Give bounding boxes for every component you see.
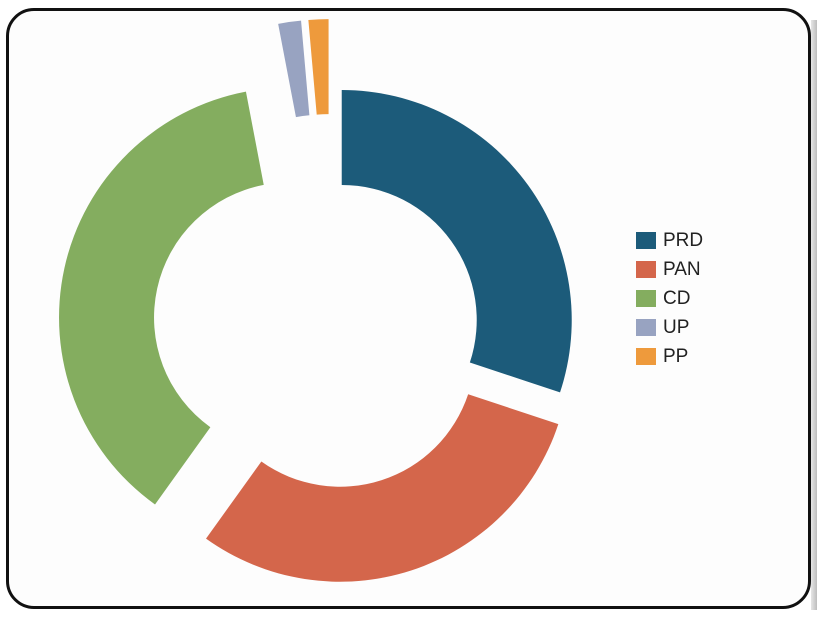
legend-label-pp: PP bbox=[663, 346, 688, 368]
legend-item-pp: PP bbox=[636, 342, 703, 371]
donut-slice-pp bbox=[308, 19, 328, 115]
legend-item-cd: CD bbox=[636, 284, 703, 313]
legend-swatch-cd bbox=[636, 290, 656, 307]
legend-label-up: UP bbox=[663, 317, 689, 339]
legend-swatch-pp bbox=[636, 348, 656, 365]
legend-swatch-prd bbox=[636, 232, 656, 249]
donut-slice-pan bbox=[206, 394, 558, 581]
legend-item-prd: PRD bbox=[636, 226, 703, 255]
legend-label-cd: CD bbox=[663, 288, 690, 310]
legend-item-pan: PAN bbox=[636, 255, 703, 284]
donut-slice-up bbox=[278, 21, 309, 118]
donut-slice-prd bbox=[342, 90, 572, 392]
legend-item-up: UP bbox=[636, 313, 703, 342]
legend-swatch-up bbox=[636, 319, 656, 336]
legend-swatch-pan bbox=[636, 261, 656, 278]
legend-label-prd: PRD bbox=[663, 230, 703, 252]
donut-slice-cd bbox=[59, 92, 264, 505]
legend-label-pan: PAN bbox=[663, 259, 701, 281]
legend: PRD PAN CD UP PP bbox=[636, 226, 703, 371]
